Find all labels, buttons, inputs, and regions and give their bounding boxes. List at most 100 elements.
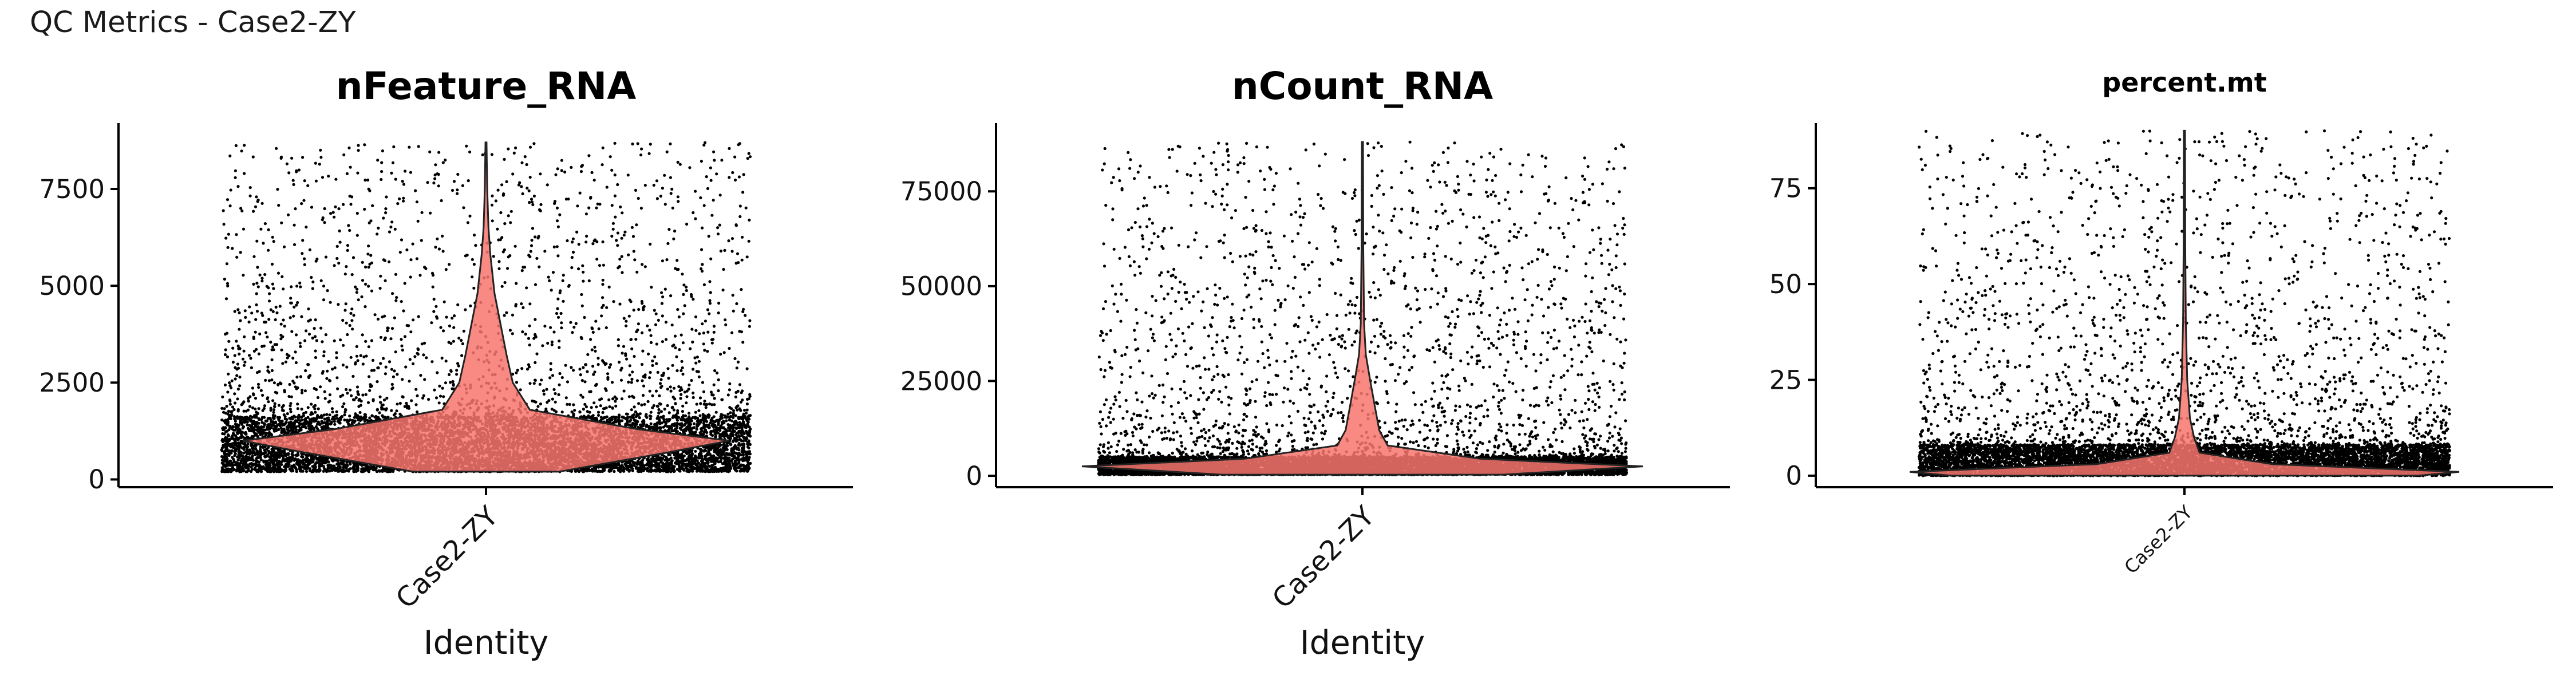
data-point <box>223 353 227 357</box>
data-point <box>669 389 673 393</box>
data-point <box>322 298 326 302</box>
data-point <box>534 400 538 404</box>
data-point <box>685 401 688 405</box>
data-point <box>558 346 561 349</box>
data-point <box>291 356 295 360</box>
data-point <box>416 394 419 398</box>
data-point <box>380 170 384 173</box>
data-point <box>222 223 226 226</box>
data-point <box>591 327 594 330</box>
data-point <box>342 402 346 405</box>
data-point <box>622 389 626 393</box>
data-point <box>577 470 581 473</box>
data-point <box>717 422 720 425</box>
data-point <box>651 364 654 368</box>
data-point <box>713 403 716 406</box>
data-point <box>451 380 455 384</box>
data-point <box>433 177 437 180</box>
data-point <box>320 425 323 429</box>
data-point <box>294 333 298 337</box>
data-point <box>633 258 637 262</box>
data-point <box>293 243 297 246</box>
data-point <box>509 221 512 224</box>
data-point <box>670 323 674 327</box>
data-point <box>733 357 737 361</box>
data-point <box>333 366 337 370</box>
data-point <box>363 413 366 416</box>
data-point <box>349 311 353 315</box>
data-point <box>506 267 509 270</box>
data-point <box>384 207 388 211</box>
data-point <box>251 155 255 159</box>
data-point <box>322 350 326 354</box>
data-point <box>357 144 360 147</box>
data-point <box>701 381 705 384</box>
data-point <box>551 271 555 274</box>
data-point <box>682 454 686 458</box>
data-point <box>361 279 365 282</box>
data-point <box>372 369 376 372</box>
data-point <box>665 258 669 262</box>
data-point <box>564 364 567 367</box>
data-point <box>314 318 317 322</box>
data-point <box>654 312 658 315</box>
data-point <box>685 222 689 226</box>
data-point <box>551 397 554 401</box>
data-point <box>230 379 234 382</box>
data-point <box>228 399 232 403</box>
data-point <box>267 318 271 321</box>
data-point <box>679 393 683 396</box>
data-point <box>382 398 386 402</box>
data-point <box>254 318 258 321</box>
data-point <box>530 198 534 201</box>
data-point <box>223 278 226 281</box>
data-point <box>631 142 634 146</box>
data-point <box>437 151 441 154</box>
data-point <box>535 256 539 260</box>
data-point <box>676 195 679 199</box>
data-point <box>692 298 695 301</box>
data-point <box>240 149 243 153</box>
data-point <box>713 159 716 162</box>
data-point <box>465 254 469 257</box>
data-point <box>651 359 654 363</box>
data-point <box>226 246 230 249</box>
data-point <box>400 238 404 242</box>
data-point <box>536 405 540 408</box>
data-point <box>583 315 586 319</box>
data-point <box>562 299 565 303</box>
data-point <box>339 394 342 398</box>
data-point <box>659 386 663 389</box>
data-point <box>590 406 593 409</box>
data-point <box>608 469 611 473</box>
data-point <box>663 408 666 411</box>
data-point <box>654 389 658 393</box>
data-point <box>614 404 618 408</box>
data-point <box>622 345 626 348</box>
data-point <box>748 425 751 429</box>
data-point <box>465 144 468 148</box>
data-point <box>613 173 617 177</box>
data-point <box>234 401 237 405</box>
data-point <box>381 149 385 153</box>
data-point <box>408 380 411 383</box>
data-point <box>290 285 293 289</box>
data-point <box>634 188 638 192</box>
data-point <box>661 314 664 318</box>
data-point <box>630 408 633 412</box>
data-point <box>499 211 503 215</box>
data-point <box>329 212 333 215</box>
data-point <box>366 401 370 404</box>
data-point <box>640 147 643 151</box>
data-point <box>305 329 308 333</box>
data-point <box>531 203 535 207</box>
data-point <box>341 405 345 409</box>
data-point <box>572 325 576 329</box>
data-point <box>282 245 286 248</box>
data-point <box>649 410 653 414</box>
data-point <box>335 244 339 248</box>
data-point <box>614 215 617 219</box>
data-point <box>616 231 619 235</box>
data-point <box>679 397 682 400</box>
data-point <box>566 380 570 384</box>
